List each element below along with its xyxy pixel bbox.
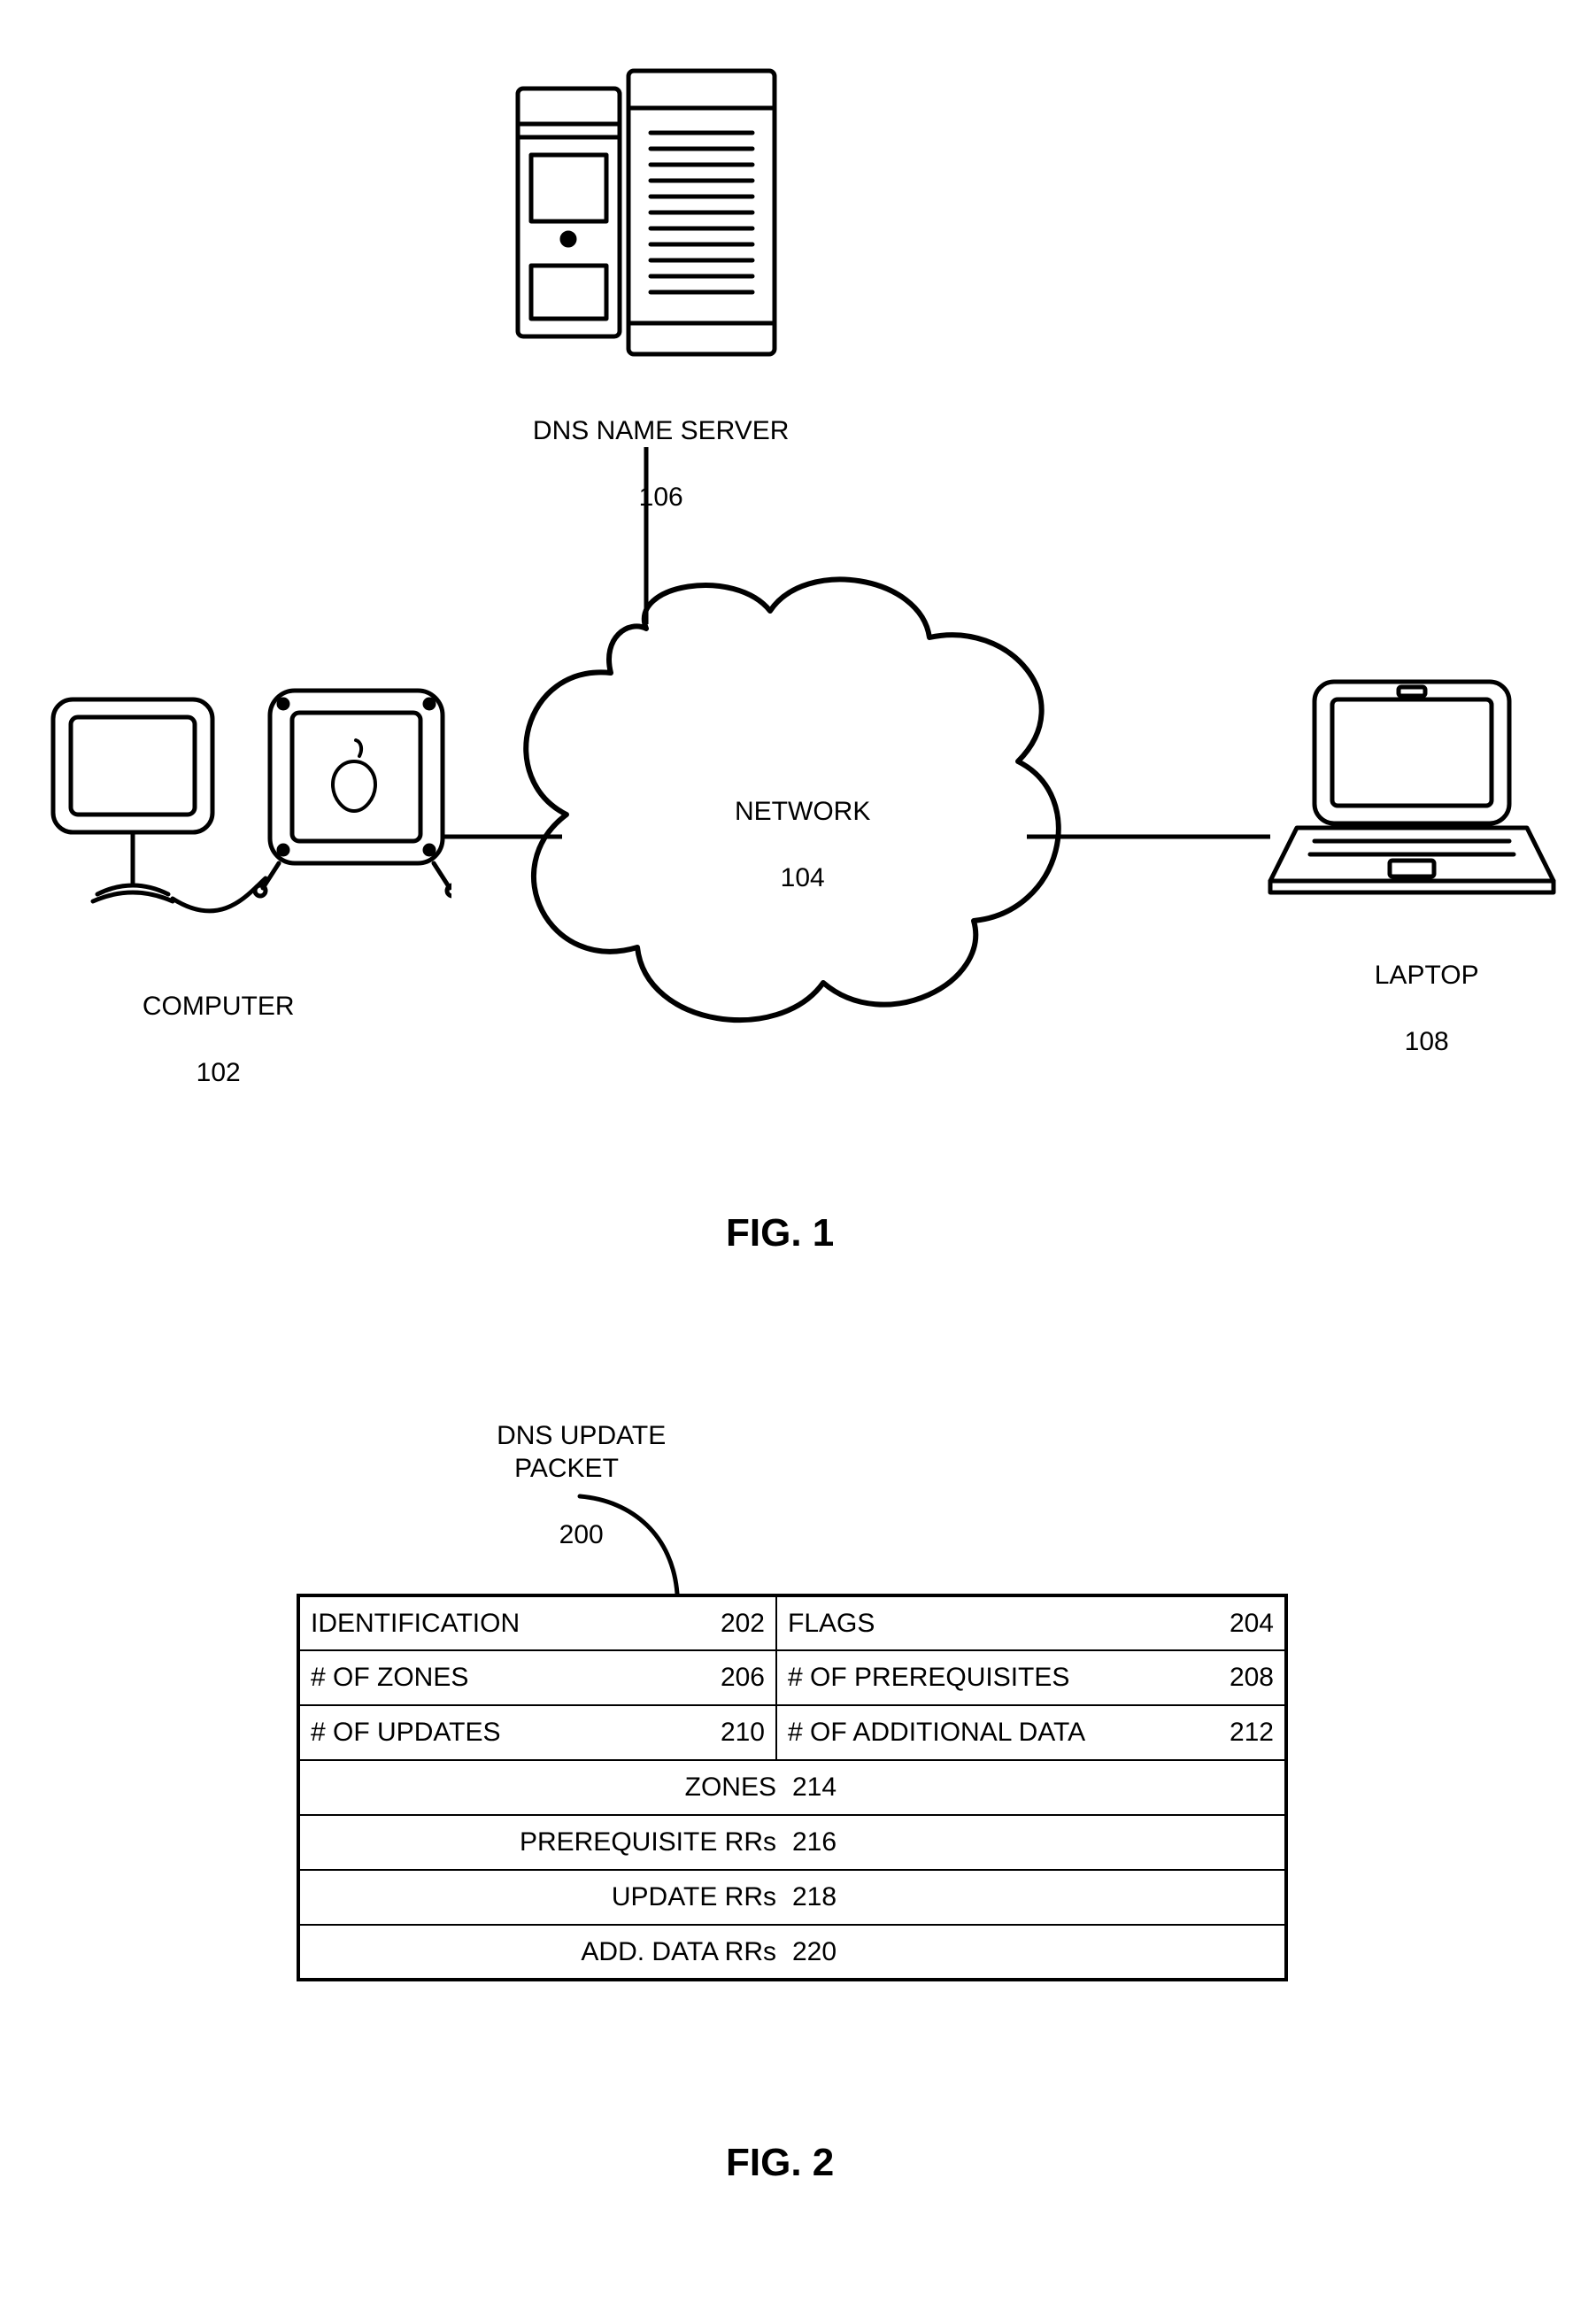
- network-num: 104: [781, 863, 825, 892]
- table-row: ADD. DATA RRs220: [298, 1925, 1286, 1980]
- line-cloud-laptop: [1027, 832, 1270, 841]
- cell-num: 212: [1230, 1718, 1274, 1748]
- cell-label: # OF UPDATES: [311, 1718, 500, 1748]
- cell-num: 206: [721, 1663, 765, 1693]
- cell-label: IDENTIFICATION: [311, 1609, 520, 1639]
- cell-num: 210: [721, 1718, 765, 1748]
- table-row: ZONES214: [298, 1760, 1286, 1815]
- cell-label: UPDATE RRs: [311, 1882, 792, 1912]
- cell-num: 204: [1230, 1609, 1274, 1639]
- laptop-label: LAPTOP 108: [1319, 925, 1505, 1092]
- table-row: IDENTIFICATION 202 FLAGS 204: [298, 1595, 1286, 1650]
- network-label: NETWORK 104: [673, 761, 903, 928]
- table-row: PREREQUISITE RRs216: [298, 1815, 1286, 1870]
- packet-cell: # OF PREREQUISITES 208: [776, 1650, 1286, 1705]
- packet-pointer: [571, 1492, 695, 1598]
- table-row: UPDATE RRs218: [298, 1870, 1286, 1925]
- cell-label: FLAGS: [788, 1609, 875, 1639]
- computer-label: COMPUTER 102: [89, 956, 319, 1123]
- server-icon: [509, 62, 783, 363]
- table-row: # OF ZONES 206 # OF PREREQUISITES 208: [298, 1650, 1286, 1705]
- cell-num: 208: [1230, 1663, 1274, 1693]
- cell-label: # OF ADDITIONAL DATA: [788, 1718, 1085, 1748]
- cell-label: PREREQUISITE RRs: [311, 1827, 792, 1857]
- cell-num: 220: [792, 1937, 1177, 1967]
- cell-label: # OF PREREQUISITES: [788, 1663, 1069, 1693]
- packet-cell: PREREQUISITE RRs216: [298, 1815, 1286, 1870]
- cell-num: 216: [792, 1827, 1177, 1857]
- laptop-title: LAPTOP: [1375, 961, 1479, 990]
- packet-cell: # OF ADDITIONAL DATA 212: [776, 1705, 1286, 1760]
- packet-cell: ADD. DATA RRs220: [298, 1925, 1286, 1980]
- fig2-caption: FIG. 2: [726, 2138, 834, 2187]
- network-title: NETWORK: [735, 797, 870, 826]
- cell-num: 218: [792, 1882, 1177, 1912]
- computer-icon: [44, 673, 451, 938]
- table-row: # OF UPDATES 210 # OF ADDITIONAL DATA 212: [298, 1705, 1286, 1760]
- packet-cell: ZONES214: [298, 1760, 1286, 1815]
- packet-cell: UPDATE RRs218: [298, 1870, 1286, 1925]
- packet-cell: # OF ZONES 206: [298, 1650, 776, 1705]
- fig1-caption: FIG. 1: [726, 1209, 834, 1257]
- laptop-icon: [1266, 673, 1558, 903]
- packet-cell: FLAGS 204: [776, 1595, 1286, 1650]
- packet-cell: IDENTIFICATION 202: [298, 1595, 776, 1650]
- line-computer-cloud: [443, 832, 562, 841]
- page: DNS NAME SERVER 106 NETWORK 104: [0, 0, 1596, 2317]
- server-title: DNS NAME SERVER: [533, 416, 790, 445]
- cell-label: ZONES: [311, 1773, 792, 1803]
- cell-label: # OF ZONES: [311, 1663, 468, 1693]
- laptop-num: 108: [1405, 1027, 1449, 1056]
- packet-cell: # OF UPDATES 210: [298, 1705, 776, 1760]
- cell-label: ADD. DATA RRs: [311, 1937, 792, 1967]
- packet-header-title: DNS UPDATEPACKET: [497, 1421, 666, 1484]
- packet-table: IDENTIFICATION202FLAGS204# OF ZONES206# …: [297, 1594, 1288, 1981]
- cell-num: 202: [721, 1609, 765, 1639]
- computer-num: 102: [197, 1058, 241, 1087]
- computer-title: COMPUTER: [143, 992, 295, 1021]
- cell-num: 214: [792, 1773, 1177, 1803]
